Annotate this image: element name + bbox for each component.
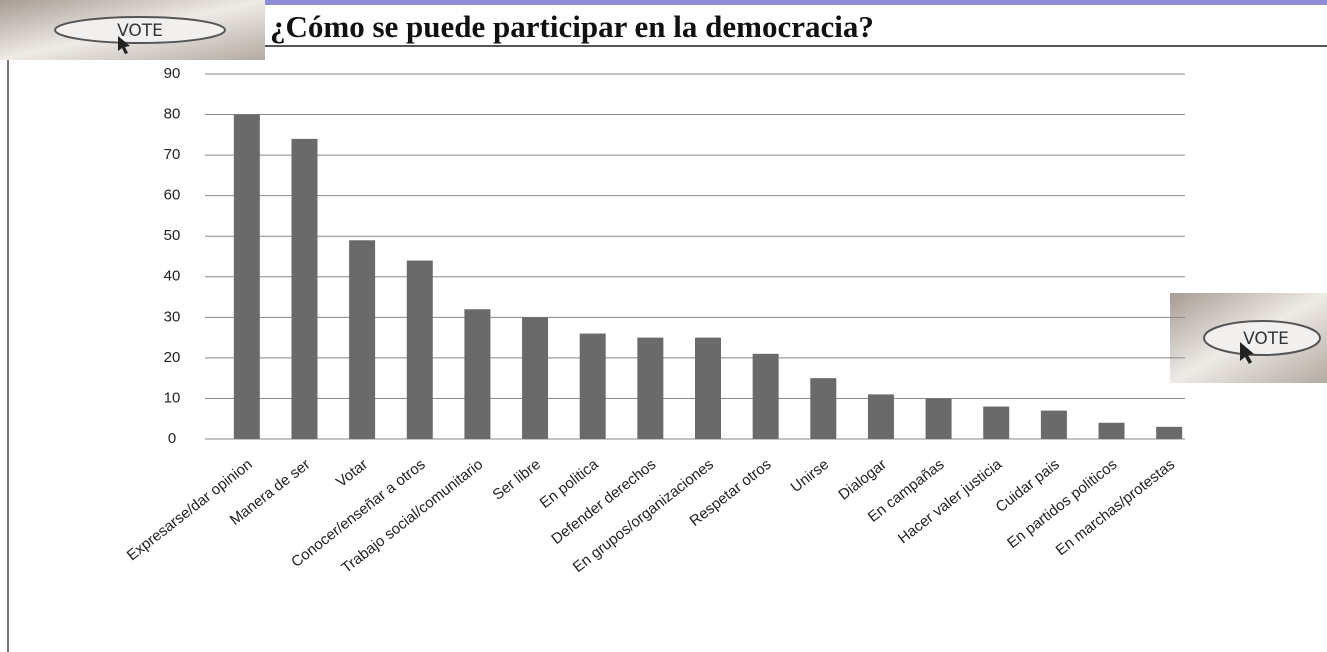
badge-oval [54,16,226,44]
y-tick-label: 60 [164,187,181,204]
bar [349,240,376,439]
bar [1040,410,1067,439]
y-tick-label: 10 [164,389,181,406]
vote-badge-right: VOTE [1170,293,1327,383]
y-tick-label: 0 [168,430,176,447]
y-tick-label: 80 [164,106,181,123]
y-tick-label: 70 [164,146,181,163]
bar [406,260,433,439]
bar [867,394,894,439]
x-tick-label: Defender derechos [548,456,659,548]
cursor [1240,342,1254,364]
bar [464,309,491,439]
badge-text: VOTE [117,21,163,41]
cursor [118,36,130,54]
bar [637,337,664,439]
y-tick-label: 40 [164,268,181,285]
bar [695,337,721,439]
bar [925,398,952,439]
bar [1156,426,1183,439]
bar [983,406,1010,439]
badge-text: VOTE [1243,329,1289,349]
x-tick-label: Unirse [788,456,833,496]
x-tick-label: Dialogar [835,456,889,504]
bar [810,378,837,439]
y-tick-label: 30 [164,308,181,325]
x-tick-label: Votar [333,456,371,491]
bar [291,138,318,439]
bar [233,114,260,440]
x-tick-label: Hacer valer justicia [895,455,1006,547]
y-tick-label: 50 [164,227,181,244]
chart-title: ¿Cómo se puede participar en la democrac… [270,9,874,44]
top-band [0,0,1327,5]
x-tick-label: Ser libre [489,456,543,504]
y-tick-label: 20 [164,349,181,366]
vote-badge-left: VOTE [0,0,265,60]
bar [1098,422,1125,439]
y-tick-label: 90 [164,65,181,82]
bar [522,317,549,439]
bar [579,333,606,439]
bar [752,353,779,439]
badge-oval [1203,320,1321,356]
